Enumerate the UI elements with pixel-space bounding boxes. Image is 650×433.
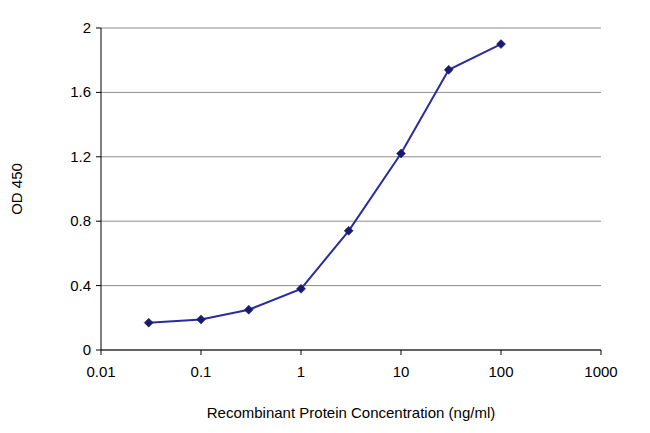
grid-line bbox=[101, 285, 601, 286]
y-tick-label: 2 bbox=[83, 19, 91, 36]
x-tick bbox=[601, 350, 602, 355]
x-tick-label: 10 bbox=[393, 363, 410, 380]
x-tick bbox=[201, 350, 202, 355]
data-line bbox=[149, 44, 501, 323]
grid-line bbox=[101, 92, 601, 93]
y-tick bbox=[96, 221, 101, 222]
y-tick bbox=[96, 285, 101, 286]
x-tick bbox=[301, 350, 302, 355]
y-tick-label: 0.4 bbox=[70, 277, 91, 294]
y-tick-label: 1.6 bbox=[70, 83, 91, 100]
data-point bbox=[497, 40, 506, 49]
grid-line bbox=[101, 156, 601, 157]
data-point bbox=[144, 318, 153, 327]
data-group bbox=[144, 40, 505, 328]
y-axis bbox=[101, 28, 102, 350]
data-point bbox=[244, 305, 253, 314]
data-point bbox=[397, 149, 406, 158]
x-tick bbox=[101, 350, 102, 355]
grid-line bbox=[101, 350, 601, 351]
x-tick-label: 1 bbox=[297, 363, 305, 380]
y-axis-label: OD 450 bbox=[8, 163, 25, 215]
y-tick-label: 1.2 bbox=[70, 148, 91, 165]
x-tick-label: 0.1 bbox=[191, 363, 212, 380]
y-tick bbox=[96, 28, 101, 29]
data-point bbox=[197, 315, 206, 324]
x-tick-label: 1000 bbox=[584, 363, 617, 380]
chart: 0 0.4 0.8 1.2 1.6 2 0.01 0.1 1 10 100 1000 Recombina… bbox=[0, 0, 650, 433]
data-point bbox=[344, 226, 353, 235]
data-point bbox=[444, 65, 453, 74]
x-axis-label: Recombinant Protein Concentration (ng/ml… bbox=[207, 404, 495, 421]
y-tick-label: 0.8 bbox=[70, 212, 91, 229]
y-tick bbox=[96, 156, 101, 157]
x-axis bbox=[101, 350, 601, 351]
x-tick-label: 0.01 bbox=[86, 363, 115, 380]
y-tick bbox=[96, 92, 101, 93]
x-tick bbox=[401, 350, 402, 355]
background bbox=[0, 0, 650, 433]
grid-line bbox=[101, 28, 601, 29]
grid-line bbox=[101, 221, 601, 222]
y-tick-label: 0 bbox=[83, 341, 91, 358]
data-point bbox=[297, 284, 306, 293]
x-tick bbox=[501, 350, 502, 355]
x-tick-label: 100 bbox=[488, 363, 513, 380]
y-tick bbox=[96, 350, 101, 351]
